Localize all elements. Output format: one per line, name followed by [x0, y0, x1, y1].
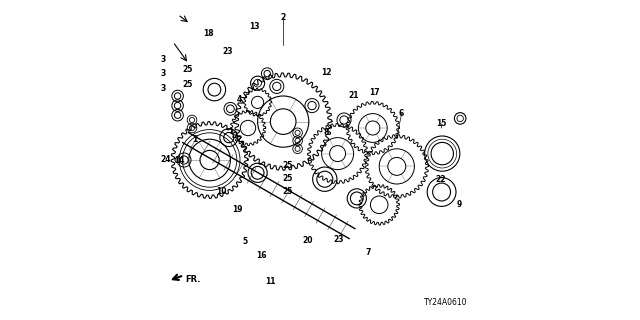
- Text: 17: 17: [369, 88, 380, 97]
- Text: 3: 3: [161, 55, 166, 64]
- Text: 20: 20: [303, 236, 313, 245]
- Text: FR.: FR.: [185, 275, 200, 284]
- Text: 16: 16: [257, 252, 267, 260]
- Text: 21: 21: [348, 91, 359, 100]
- Text: 3: 3: [161, 69, 166, 78]
- Text: 9: 9: [456, 200, 462, 209]
- Text: 4: 4: [237, 95, 242, 104]
- Text: 12: 12: [321, 68, 332, 76]
- Text: 23: 23: [333, 236, 344, 244]
- Text: 22: 22: [436, 175, 446, 184]
- Text: 11: 11: [265, 277, 276, 286]
- Text: 3: 3: [161, 84, 166, 92]
- Text: 10: 10: [216, 187, 227, 196]
- Text: 6: 6: [399, 109, 404, 118]
- Text: 15: 15: [436, 119, 446, 128]
- Text: 18: 18: [204, 29, 214, 38]
- Text: 1: 1: [193, 135, 198, 144]
- Text: 13: 13: [249, 22, 260, 31]
- Text: 19: 19: [232, 205, 243, 214]
- Text: 8: 8: [324, 128, 329, 137]
- Text: 2: 2: [280, 13, 286, 22]
- Text: 25: 25: [282, 174, 292, 183]
- Text: 5: 5: [242, 237, 248, 246]
- Text: TY24A0610: TY24A0610: [424, 298, 467, 307]
- Text: 7: 7: [365, 248, 371, 257]
- Text: 23: 23: [222, 47, 232, 56]
- Text: 25: 25: [282, 188, 292, 196]
- Text: 25: 25: [282, 161, 292, 170]
- Text: 24: 24: [161, 155, 171, 164]
- Text: 25: 25: [182, 65, 193, 74]
- Text: 25: 25: [182, 80, 193, 89]
- Text: 14: 14: [175, 156, 185, 164]
